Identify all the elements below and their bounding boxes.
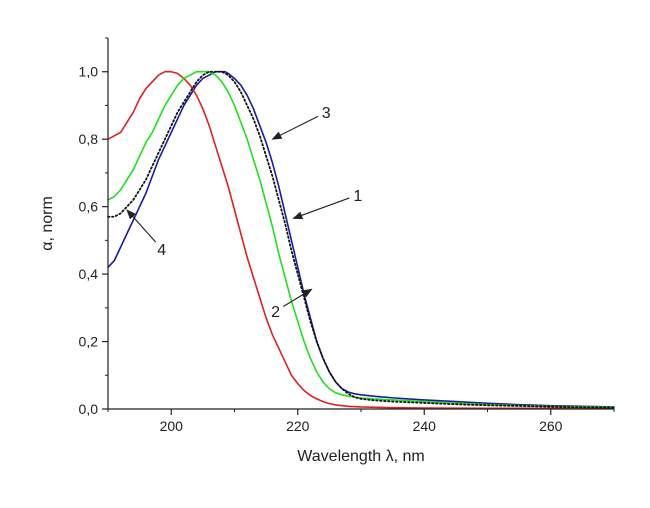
y-tick-label: 0,8	[79, 131, 99, 147]
plot-lines	[107, 70, 615, 410]
y-tick-label: 0,4	[79, 266, 99, 282]
axes	[107, 38, 614, 410]
ticks: 200 220 240 260 0,0 0,2 0,4 0,6 0,8 1,0	[79, 37, 615, 434]
annotation-label-1: 1	[353, 188, 362, 205]
annotation-label-3: 3	[322, 105, 331, 122]
annotation-arrow-3	[271, 115, 319, 140]
annotation-arrow-1	[292, 197, 350, 220]
y-tick-label: 0,2	[79, 334, 99, 350]
annotation-arrow-4	[126, 209, 157, 243]
series-line-3	[107, 70, 615, 409]
x-axis-title: Wavelength λ, nm	[297, 448, 424, 465]
x-tick-label: 260	[539, 418, 563, 434]
x-tick-label: 220	[286, 418, 310, 434]
y-axis-title: α, norm	[39, 196, 56, 251]
annotation-label-4: 4	[157, 242, 166, 259]
y-tick-label: 0,0	[79, 401, 99, 417]
x-tick-label: 200	[160, 418, 184, 434]
series-line-4	[107, 70, 615, 409]
series-line-2	[107, 70, 615, 410]
annotation-label-2: 2	[271, 304, 280, 321]
annotation-arrow-2	[283, 288, 313, 307]
y-tick-label: 0,6	[79, 199, 99, 215]
series-line-1	[107, 70, 615, 408]
x-tick-label: 240	[413, 418, 437, 434]
y-tick-label: 1,0	[79, 64, 99, 80]
annotations: 1 2 3 4	[126, 105, 362, 321]
